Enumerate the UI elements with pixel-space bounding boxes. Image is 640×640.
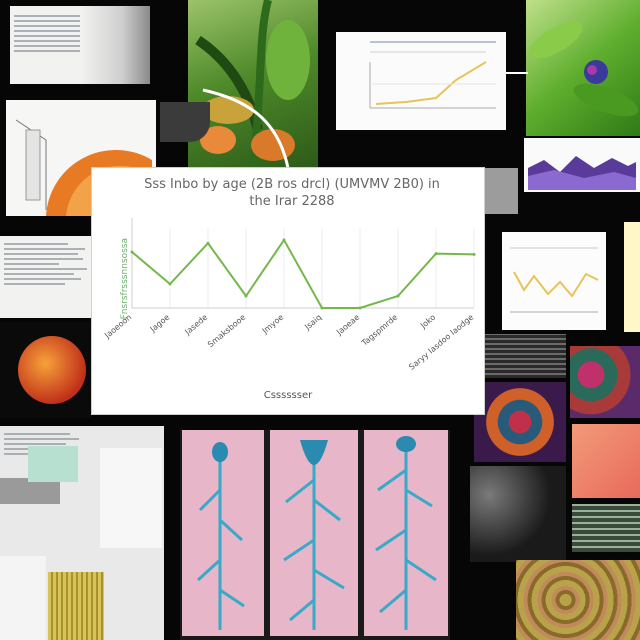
plant-illustration [195, 0, 310, 168]
area-chart-thumb [528, 156, 636, 190]
plant-flower-illustration [529, 21, 639, 117]
data-point [396, 294, 400, 298]
x-tick-label: Jaoeoon [102, 313, 133, 341]
table-lines [0, 236, 92, 285]
green-grid-thumb [572, 504, 640, 552]
plant-photo-top [188, 0, 318, 168]
right-edge-document [624, 222, 640, 332]
small-table-left [0, 236, 92, 318]
veins-illustration [182, 430, 448, 636]
x-axis-label: Csssssser [263, 390, 313, 401]
x-tick-label: Jagoe [148, 313, 172, 335]
bottom-left-documents [0, 426, 164, 640]
series-line [131, 238, 475, 309]
x-tick-label: Jmyoe [260, 313, 286, 336]
data-point [244, 294, 248, 298]
purple-area-chart [524, 138, 640, 192]
connector-line-right [506, 72, 528, 74]
top-left-document [10, 6, 150, 84]
orange-sphere [0, 322, 92, 418]
data-point [206, 241, 210, 245]
x-tick-label: Smaksbooe [206, 313, 247, 350]
x-tick-label: Saryy Iasdoo Iaodge [407, 313, 475, 372]
data-point [282, 238, 286, 242]
chart-title: Sss Inbo by age (2B ros drcl) (UMVMV 2B0… [144, 177, 440, 209]
data-point [320, 306, 324, 310]
data-point [130, 250, 134, 254]
dark-grey-patch [160, 102, 210, 142]
salmon-sketch [572, 424, 640, 498]
x-tick-label: Jasede [183, 313, 210, 338]
thumb-chart-right [510, 247, 599, 313]
text-lines [10, 6, 150, 52]
thumb-chart [369, 41, 496, 109]
right-small-chart [502, 232, 606, 330]
bar-code-strip [484, 334, 566, 378]
sphere-illustration [18, 336, 86, 404]
main-line-chart: Sss Inbo by age (2B ros drcl) (UMVMV 2B0… [92, 168, 484, 414]
dark-figure [470, 466, 566, 562]
x-tick-label: Jsaiq [302, 313, 323, 333]
data-point [434, 252, 438, 256]
grey-block-right [484, 168, 518, 214]
botanical-veins-triptych [180, 430, 450, 640]
data-point [358, 306, 362, 310]
data-point [168, 282, 172, 286]
plant-photo-top-right [526, 0, 640, 136]
x-tick-label: Joko [418, 313, 437, 331]
bottom-right-texture [516, 560, 640, 640]
abstract-paint-right [570, 346, 640, 418]
data-point [472, 252, 476, 256]
small-line-chart-top [336, 32, 506, 130]
x-tick-label: Tagspmrde [359, 313, 399, 349]
abstract-paint-middle [474, 382, 566, 462]
x-tick-label: Jaoeae [334, 313, 361, 338]
